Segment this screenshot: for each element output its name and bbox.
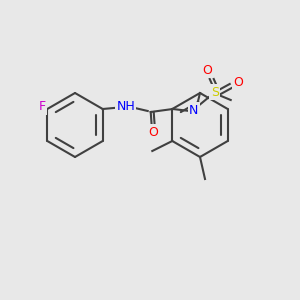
Text: O: O [202, 64, 212, 76]
Text: NH: NH [116, 100, 135, 112]
Text: O: O [148, 125, 158, 139]
Text: N: N [189, 103, 198, 116]
Text: F: F [39, 100, 46, 113]
Text: S: S [211, 85, 219, 98]
Text: O: O [233, 76, 243, 88]
